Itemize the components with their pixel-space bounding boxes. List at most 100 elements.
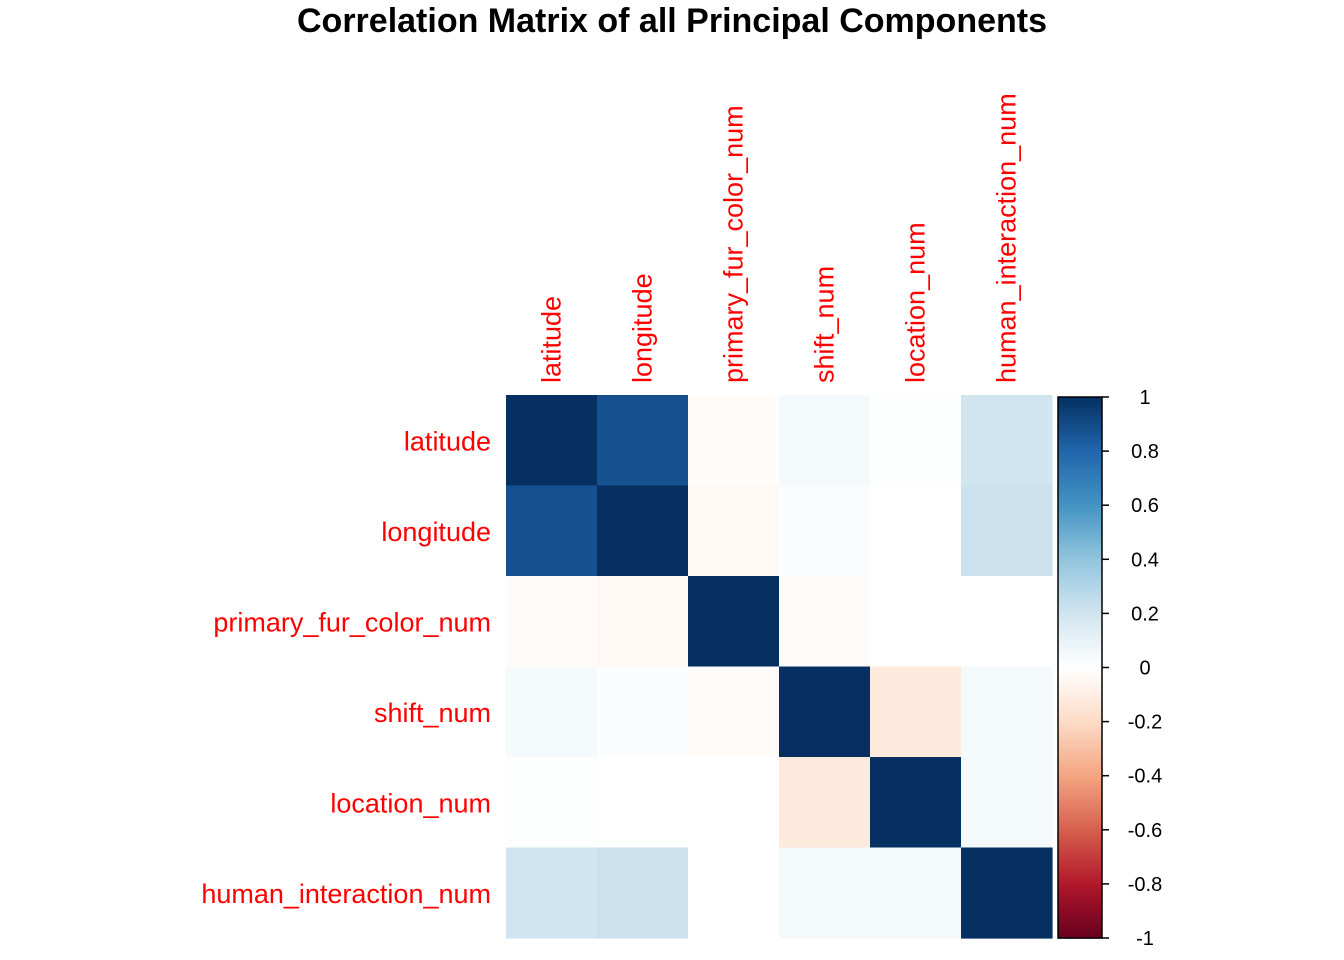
- colorbar-segment: [1058, 794, 1102, 799]
- colorbar-segment: [1058, 589, 1102, 593]
- colorbar-segment: [1058, 556, 1102, 560]
- colorbar-segment: [1058, 802, 1102, 807]
- colorbar-segment: [1058, 727, 1102, 731]
- heatmap-cell: [506, 847, 598, 939]
- colorbar-segment: [1058, 772, 1102, 777]
- colorbar-segment: [1058, 805, 1102, 809]
- colorbar-segment: [1058, 607, 1102, 612]
- heatmap-cell: [506, 757, 598, 849]
- colorbar-segment: [1058, 881, 1102, 885]
- heatmap-cell: [688, 757, 780, 849]
- colorbar-segment: [1058, 599, 1102, 604]
- colorbar-segment: [1058, 843, 1102, 847]
- colorbar-segment: [1058, 480, 1102, 485]
- colorbar-segment: [1058, 848, 1102, 853]
- colorbar-segment: [1058, 426, 1102, 431]
- heatmap-cell: [688, 395, 780, 487]
- colorbar-segment: [1058, 689, 1102, 693]
- heatmap-cell: [597, 576, 689, 668]
- heatmap-cell: [506, 485, 598, 577]
- colorbar-segment: [1058, 559, 1102, 563]
- colorbar-segment: [1058, 681, 1102, 685]
- colorbar-tick-label: 0.2: [1131, 603, 1159, 625]
- colorbar-segment: [1058, 729, 1102, 734]
- colorbar-segment: [1058, 767, 1102, 771]
- colorbar-segment: [1058, 762, 1102, 766]
- colorbar-segment: [1058, 586, 1102, 590]
- colorbar-segment: [1058, 751, 1102, 755]
- colorbar-segment: [1058, 632, 1102, 636]
- row-label: human_interaction_num: [201, 879, 491, 909]
- colorbar-segment: [1058, 621, 1102, 625]
- colorbar-segment: [1058, 637, 1102, 642]
- colorbar-segment: [1058, 653, 1102, 658]
- colorbar-segment: [1058, 702, 1102, 707]
- colorbar-segment: [1058, 475, 1102, 479]
- colorbar-segment: [1058, 675, 1102, 680]
- heatmap-cell: [688, 666, 780, 758]
- colorbar-segment: [1058, 656, 1102, 661]
- colorbar-segment: [1058, 434, 1102, 439]
- colorbar-segment: [1058, 770, 1102, 774]
- colorbar-segment: [1058, 837, 1102, 842]
- colorbar-segment: [1058, 935, 1102, 939]
- heatmap-cell: [961, 666, 1053, 758]
- heatmap-cell: [870, 847, 962, 939]
- colorbar-tick-label: -0.8: [1128, 874, 1162, 896]
- row-label: location_num: [330, 788, 491, 818]
- colorbar-segment: [1058, 764, 1102, 769]
- colorbar-segment: [1058, 827, 1102, 831]
- colorbar-segment: [1058, 864, 1102, 869]
- colorbar-segment: [1058, 648, 1102, 652]
- colorbar-segment: [1058, 618, 1102, 623]
- colorbar-segment: [1058, 437, 1102, 441]
- colorbar-segment: [1058, 524, 1102, 528]
- column-label: primary_fur_color_num: [719, 105, 749, 383]
- colorbar-segment: [1058, 461, 1102, 466]
- colorbar-segment: [1058, 713, 1102, 717]
- colorbar-segment: [1058, 875, 1102, 880]
- colorbar-segment: [1058, 405, 1102, 409]
- heatmap-cell: [597, 847, 689, 939]
- row-label: longitude: [381, 517, 491, 547]
- heatmap-cell: [779, 847, 871, 939]
- colorbar-tick-label: 1: [1139, 387, 1150, 409]
- colorbar-segment: [1058, 889, 1102, 893]
- colorbar-segment: [1058, 800, 1102, 804]
- colorbar-segment: [1058, 810, 1102, 815]
- colorbar-segment: [1058, 602, 1102, 606]
- heatmap-cell: [597, 485, 689, 577]
- column-label: human_interaction_num: [992, 93, 1022, 383]
- heatmap-cell: [688, 485, 780, 577]
- colorbar-segment: [1058, 415, 1102, 420]
- heatmap-cell: [870, 485, 962, 577]
- heatmap-cell: [961, 576, 1053, 668]
- heatmap-cell: [597, 757, 689, 849]
- colorbar-segment: [1058, 721, 1102, 726]
- colorbar-segment: [1058, 640, 1102, 644]
- colorbar-segment: [1058, 413, 1102, 417]
- colorbar-segment: [1058, 526, 1102, 531]
- heatmap-cell: [506, 666, 598, 758]
- heatmap-cell: [961, 847, 1053, 939]
- colorbar-segment: [1058, 486, 1102, 490]
- heatmap-cell: [961, 757, 1053, 849]
- colorbar-segment: [1058, 900, 1102, 904]
- heatmap-cell: [688, 847, 780, 939]
- colorbar-segment: [1058, 534, 1102, 539]
- colorbar-segment: [1058, 832, 1102, 836]
- colorbar-segment: [1058, 932, 1102, 936]
- colorbar-segment: [1058, 570, 1102, 574]
- colorbar-segment: [1058, 624, 1102, 628]
- colorbar-segment: [1058, 421, 1102, 425]
- colorbar-segment: [1058, 540, 1102, 544]
- colorbar-segment: [1058, 748, 1102, 753]
- colorbar-segment: [1058, 686, 1102, 690]
- colorbar-segment: [1058, 781, 1102, 785]
- colorbar-segment: [1058, 659, 1102, 663]
- column-label: location_num: [901, 222, 931, 383]
- colorbar-segment: [1058, 691, 1102, 696]
- colorbar-segment: [1058, 502, 1102, 506]
- column-label: longitude: [628, 273, 658, 383]
- colorbar-segment: [1058, 402, 1102, 406]
